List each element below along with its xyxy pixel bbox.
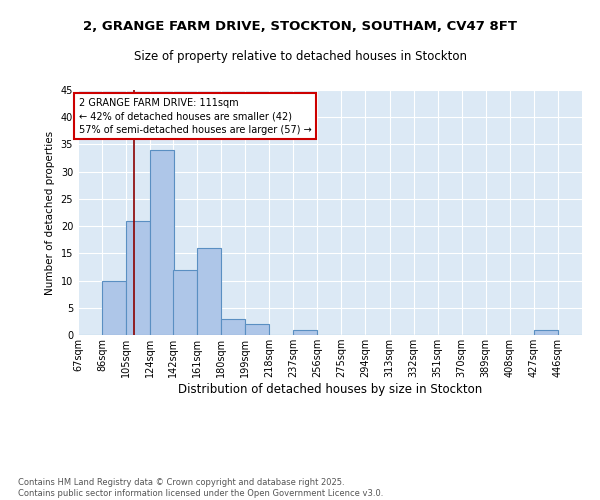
Bar	[221, 318, 245, 335]
Bar	[534, 330, 558, 335]
Text: Size of property relative to detached houses in Stockton: Size of property relative to detached ho…	[133, 50, 467, 63]
Text: Contains HM Land Registry data © Crown copyright and database right 2025.
Contai: Contains HM Land Registry data © Crown c…	[18, 478, 383, 498]
Text: 2 GRANGE FARM DRIVE: 111sqm
← 42% of detached houses are smaller (42)
57% of sem: 2 GRANGE FARM DRIVE: 111sqm ← 42% of det…	[79, 98, 311, 134]
Bar	[150, 150, 174, 335]
Text: 2, GRANGE FARM DRIVE, STOCKTON, SOUTHAM, CV47 8FT: 2, GRANGE FARM DRIVE, STOCKTON, SOUTHAM,…	[83, 20, 517, 33]
Bar	[102, 280, 126, 335]
Bar	[245, 324, 269, 335]
Y-axis label: Number of detached properties: Number of detached properties	[45, 130, 55, 294]
Bar	[173, 270, 197, 335]
Bar	[126, 220, 150, 335]
Bar	[293, 330, 317, 335]
Bar	[197, 248, 221, 335]
X-axis label: Distribution of detached houses by size in Stockton: Distribution of detached houses by size …	[178, 383, 482, 396]
